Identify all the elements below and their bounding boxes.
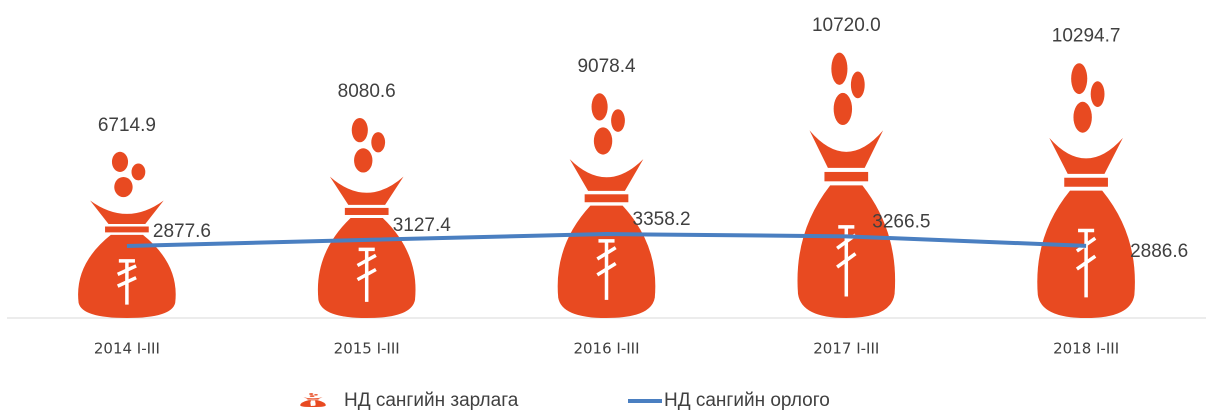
- value-label: 10720.0: [812, 15, 881, 36]
- legend-swatch: [300, 393, 325, 407]
- coin: [112, 152, 128, 172]
- chart: 6714.9 8080.6 9078.4 10720.0 10294.7 2877.6 31…: [0, 0, 1206, 414]
- bag-band: [345, 208, 389, 215]
- line-value-label: 3358.2: [633, 209, 691, 230]
- coin: [371, 132, 385, 152]
- bag-band: [1064, 178, 1108, 187]
- coin: [611, 109, 625, 132]
- bag-band: [585, 194, 629, 202]
- coin: [354, 148, 372, 172]
- coin: [132, 164, 146, 181]
- bag-band: [105, 227, 149, 233]
- coin: [314, 394, 318, 395]
- bag-symbol: [311, 402, 316, 406]
- legend-label: НД сангийн зарлага: [344, 390, 519, 411]
- coin: [352, 118, 368, 142]
- x-tick-label: 2017 I-III: [813, 340, 879, 358]
- x-tick-label: 2016 I-III: [573, 340, 639, 358]
- coin: [851, 71, 865, 98]
- legend-label: НД сангийн орлого: [664, 390, 830, 411]
- coin: [310, 395, 315, 397]
- bag-collar: [570, 159, 644, 191]
- value-label: 9078.4: [577, 56, 636, 77]
- bag-band: [824, 172, 868, 181]
- bag-collar: [330, 177, 404, 205]
- line-value-label: 2886.6: [1130, 241, 1188, 262]
- value-label: 10294.7: [1052, 26, 1121, 47]
- bag-collar: [303, 397, 322, 399]
- line-value-label: 3266.5: [872, 211, 930, 232]
- bag-bar: [797, 53, 895, 318]
- coin: [834, 93, 852, 125]
- coin: [592, 93, 608, 120]
- line-value-label: 2877.6: [153, 221, 211, 242]
- x-tick-label: 2018 I-III: [1053, 340, 1119, 358]
- bag-collar: [810, 130, 884, 168]
- value-label: 6714.9: [98, 115, 156, 136]
- x-tick-label: 2015 I-III: [334, 340, 400, 358]
- coin: [594, 127, 612, 154]
- bag-bar: [558, 93, 656, 318]
- coin: [1073, 102, 1091, 133]
- coin: [831, 53, 847, 85]
- value-label: 8080.6: [338, 81, 396, 102]
- bag-collar: [1049, 138, 1123, 174]
- coin: [309, 393, 313, 395]
- bag-bar: [1037, 63, 1135, 318]
- x-tick-label: 2014 I-III: [94, 340, 160, 358]
- coin: [1071, 63, 1087, 94]
- coin: [1091, 81, 1105, 107]
- line-value-label: 3127.4: [393, 215, 452, 236]
- coin: [114, 177, 132, 197]
